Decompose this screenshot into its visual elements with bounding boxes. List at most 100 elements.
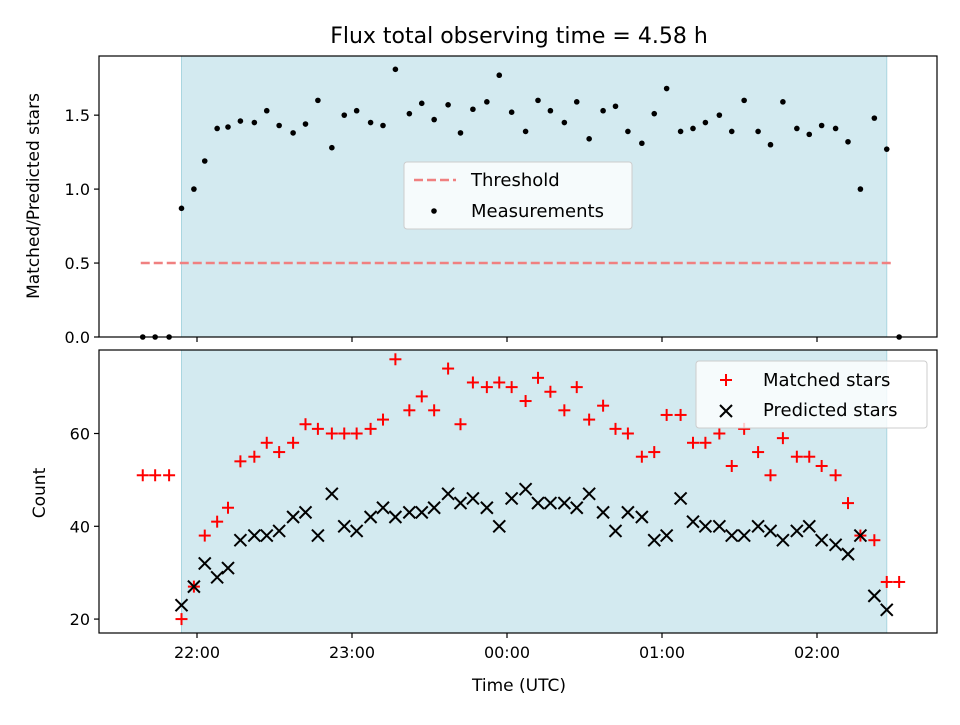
matched-point <box>260 436 273 449</box>
measurement-point <box>857 186 864 192</box>
measurement-point <box>418 100 425 107</box>
measurement-point <box>794 125 800 132</box>
measurement-point <box>780 99 786 105</box>
measurement-point <box>263 107 270 114</box>
measurement-point <box>431 116 437 123</box>
predicted-point <box>725 528 739 543</box>
predicted-point <box>686 514 700 529</box>
predicted-point <box>647 533 661 547</box>
matched-point <box>428 404 441 417</box>
measurement-point <box>496 72 503 79</box>
matched-point <box>136 469 149 482</box>
measurement-point <box>178 205 185 212</box>
measurement-point <box>214 125 220 132</box>
matched-point <box>442 362 455 375</box>
measurement-point <box>755 128 761 135</box>
matched-point <box>273 446 286 459</box>
matched-point <box>175 613 188 626</box>
matched-point <box>635 450 648 463</box>
measurement-point <box>508 109 515 115</box>
bottom-ylabel: Count <box>30 467 50 518</box>
count-ytick-label: 40 <box>70 517 90 536</box>
xtick-label: 22:00 <box>174 643 220 662</box>
measurement-point <box>191 186 197 192</box>
measurement-point <box>547 107 554 114</box>
measurement-point <box>367 119 374 126</box>
measurement-point <box>767 141 774 148</box>
predicted-point <box>737 528 751 543</box>
matched-point <box>558 404 571 417</box>
matched-point <box>466 376 479 389</box>
predicted-point <box>531 496 545 510</box>
predicted-point <box>298 505 313 520</box>
matched-point <box>299 418 312 431</box>
ratio-axes-frame <box>98 55 938 338</box>
count-ytick-label: 60 <box>70 425 90 444</box>
measurement-point <box>561 119 568 126</box>
predicted-point <box>557 496 572 510</box>
matched-point <box>454 418 467 431</box>
measurement-point <box>716 112 723 118</box>
matched-point <box>480 381 493 394</box>
predicted-point <box>867 589 882 603</box>
measurement-point <box>445 102 451 108</box>
matched-point <box>880 575 893 588</box>
measurement-point <box>625 128 631 135</box>
matched-point <box>790 450 803 463</box>
matched-point <box>163 469 176 482</box>
measurement-point <box>818 122 825 129</box>
measurement-point <box>586 136 592 142</box>
measurement-point <box>612 103 619 110</box>
predicted-point <box>325 487 339 501</box>
predicted-point <box>187 579 201 594</box>
matched-point <box>752 446 765 459</box>
measurement-point <box>845 138 851 145</box>
matched-point <box>570 381 583 394</box>
predicted-point <box>363 510 378 524</box>
matched-point <box>829 469 842 482</box>
top-ylabel: Matched/Predicted stars <box>24 93 44 299</box>
measurement-point <box>457 130 464 136</box>
legend-top: Threshold Measurements <box>403 161 633 230</box>
predicted-point <box>247 528 262 543</box>
predicted-point <box>311 528 325 543</box>
measurement-point <box>251 119 258 126</box>
predicted-point <box>480 501 494 515</box>
predicted-point <box>233 533 248 547</box>
legend-matched-label: Matched stars <box>763 370 890 391</box>
xtick-label: 00:00 <box>484 643 530 662</box>
predicted-point <box>635 510 649 524</box>
measurement-point <box>315 97 321 104</box>
matched-point <box>338 427 351 440</box>
measurement-point <box>677 128 684 135</box>
matched-point <box>621 427 634 440</box>
predicted-point <box>415 505 429 520</box>
matched-point <box>532 371 544 384</box>
matched-point <box>842 497 854 510</box>
measurement-point <box>484 99 490 105</box>
predicted-point <box>802 519 816 534</box>
chart-title: Flux total observing time = 4.58 h <box>330 24 708 49</box>
predicted-point <box>621 505 635 520</box>
count-ytick-label: 20 <box>70 610 90 629</box>
legend-bottom: Matched stars Predicted stars <box>695 360 928 429</box>
predicted-point <box>853 528 868 543</box>
measurement-point <box>392 66 399 73</box>
predicted-point <box>286 510 300 524</box>
x-axis-label: Time (UTC) <box>471 676 566 696</box>
xtick-label: 23:00 <box>329 643 375 662</box>
predicted-point <box>582 487 596 501</box>
predicted-point <box>174 598 189 612</box>
measurement-point <box>225 124 231 130</box>
matched-point <box>364 422 377 435</box>
predicted-point <box>608 524 623 538</box>
predicted-point <box>776 533 790 547</box>
predicted-point <box>659 528 674 543</box>
matched-point <box>149 469 162 482</box>
matched-point <box>350 427 363 440</box>
measurement-point <box>741 97 747 104</box>
predicted-point <box>337 519 351 534</box>
predicted-point <box>466 491 480 506</box>
measurement-point <box>651 110 658 117</box>
ratio-ytick-label: 1.5 <box>65 106 90 125</box>
